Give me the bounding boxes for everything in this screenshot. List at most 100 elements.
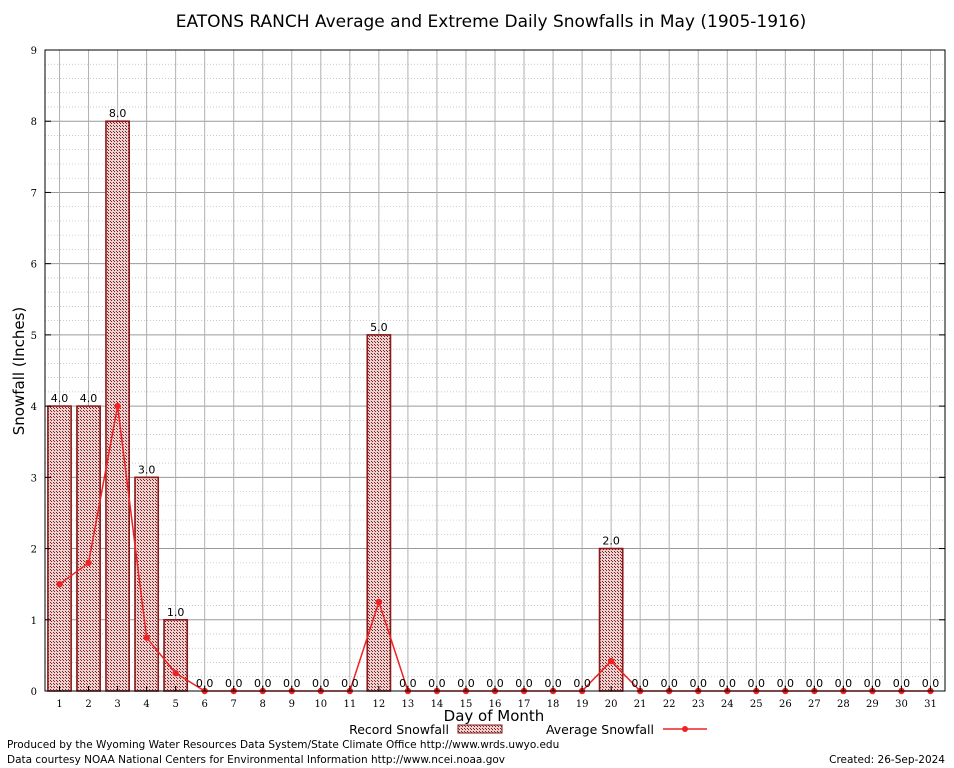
- x-tick-label-8: 8: [260, 699, 266, 710]
- x-tick-label-16: 16: [489, 699, 502, 710]
- bar-label-day-7: 0.0: [225, 677, 243, 690]
- x-tick-label-23: 23: [692, 699, 705, 710]
- bar-label-day-27: 0.0: [806, 677, 824, 690]
- bar-label-day-28: 0.0: [835, 677, 853, 690]
- bar-label-day-2: 4.0: [80, 392, 98, 405]
- average-point-day-4: [143, 634, 150, 641]
- y-tick-label: 5: [31, 331, 37, 342]
- x-tick-label-7: 7: [231, 699, 237, 710]
- x-tick-label-21: 21: [634, 699, 647, 710]
- x-tick-label-22: 22: [663, 699, 676, 710]
- bar-label-day-4: 3.0: [138, 463, 156, 476]
- x-axis-label: Day of Month: [444, 707, 545, 725]
- bar-label-day-22: 0.0: [660, 677, 678, 690]
- footer-credit-line2: Data courtesy NOAA National Centers for …: [7, 754, 505, 766]
- y-tick-label: 7: [31, 188, 37, 199]
- bar-label-day-12: 5.0: [370, 321, 388, 334]
- x-tick-label-3: 3: [114, 699, 120, 710]
- footer-created-date: Created: 26-Sep-2024: [829, 754, 945, 766]
- x-tick-label-30: 30: [895, 699, 908, 710]
- bar-label-day-19: 0.0: [573, 677, 591, 690]
- footer-credit-line1: Produced by the Wyoming Water Resources …: [7, 739, 559, 751]
- legend-record-swatch: [457, 724, 503, 734]
- x-tick-label-31: 31: [924, 699, 937, 710]
- bar-label-day-26: 0.0: [777, 677, 795, 690]
- bar-label-day-29: 0.0: [864, 677, 882, 690]
- record-bar-day-2: [76, 405, 101, 692]
- y-tick-label: 4: [31, 402, 37, 413]
- x-tick-label-4: 4: [143, 699, 149, 710]
- bar-label-day-11: 0.0: [341, 677, 359, 690]
- x-tick-label-24: 24: [721, 699, 734, 710]
- axes: [44, 49, 946, 692]
- bar-label-day-5: 1.0: [167, 606, 185, 619]
- bar-label-day-20: 2.0: [602, 535, 620, 548]
- bar-label-day-15: 0.0: [457, 677, 475, 690]
- x-tick-label-29: 29: [866, 699, 879, 710]
- y-tick-label: 3: [31, 473, 37, 484]
- grid-lines: [45, 50, 945, 691]
- y-tick-label: 8: [31, 117, 37, 128]
- bar-label-day-8: 0.0: [254, 677, 272, 690]
- x-tick-label-1: 1: [56, 699, 62, 710]
- y-tick-label: 1: [31, 616, 37, 627]
- x-tick-label-2: 2: [85, 699, 91, 710]
- record-bar-day-5: [163, 618, 189, 692]
- x-tick-label-19: 19: [576, 699, 589, 710]
- x-tick-label-9: 9: [289, 699, 295, 710]
- bar-label-day-25: 0.0: [748, 677, 766, 690]
- bar-label-day-23: 0.0: [689, 677, 707, 690]
- bar-label-day-30: 0.0: [893, 677, 911, 690]
- x-tick-label-6: 6: [201, 699, 207, 710]
- x-tick-label-11: 11: [343, 699, 356, 710]
- bar-value-labels: 4.0 4.0 8.0 3.0 1.0 0.0 0.0 0.0 0.0 0.0 0.0 5.0 0.0 0…: [51, 107, 939, 690]
- y-tick-label: 9: [31, 46, 37, 57]
- x-tick-label-25: 25: [750, 699, 763, 710]
- bar-label-day-14: 0.0: [428, 677, 446, 690]
- x-tick-label-28: 28: [837, 699, 850, 710]
- y-tick-labels: 0 1 2 3 4 5 6 7 8 9: [31, 46, 37, 698]
- x-tick-label-26: 26: [779, 699, 792, 710]
- bar-label-day-18: 0.0: [544, 677, 562, 690]
- x-tick-label-14: 14: [431, 699, 444, 710]
- x-tick-label-12: 12: [373, 699, 386, 710]
- x-tick-label-10: 10: [314, 699, 327, 710]
- bar-label-day-3: 8.0: [109, 107, 127, 120]
- x-tick-label-13: 13: [402, 699, 415, 710]
- x-tick-label-20: 20: [605, 699, 618, 710]
- bar-label-day-31: 0.0: [922, 677, 940, 690]
- legend-average-label: Average Snowfall: [546, 722, 654, 737]
- bar-label-day-24: 0.0: [719, 677, 737, 690]
- x-tick-label-15: 15: [460, 699, 473, 710]
- bar-label-day-9: 0.0: [283, 677, 301, 690]
- bar-label-day-1: 4.0: [51, 392, 69, 405]
- y-axis-label: Snowfall (Inches): [10, 307, 28, 435]
- average-point-day-5: [172, 669, 179, 677]
- legend-average-marker: [682, 726, 688, 732]
- average-point-day-12: [375, 598, 383, 606]
- y-tick-label: 0: [31, 687, 37, 698]
- bar-label-day-16: 0.0: [486, 677, 504, 690]
- x-tick-labels: 1 2 3 4 5 6 7 8 9 10 11 12 13 14 15 16 17 18 19 20 21 22 23 24 2…: [56, 699, 937, 710]
- average-point-day-20: [607, 657, 615, 665]
- bar-label-day-17: 0.0: [515, 677, 533, 690]
- average-point-day-1: [56, 580, 63, 588]
- bar-label-day-13: 0.0: [399, 677, 417, 690]
- x-tick-label-5: 5: [172, 699, 178, 710]
- legend: Record Snowfall Average Snowfall: [349, 722, 707, 737]
- chart-title: EATONS RANCH Average and Extreme Daily S…: [176, 12, 807, 32]
- x-tick-label-27: 27: [808, 699, 821, 710]
- average-point-day-3: [114, 402, 121, 410]
- x-tick-label-18: 18: [547, 699, 560, 710]
- y-tick-label: 6: [31, 260, 37, 271]
- bar-label-day-21: 0.0: [631, 677, 649, 690]
- bar-label-day-6: 0.0: [196, 677, 214, 690]
- record-bar-day-12: [366, 334, 392, 692]
- legend-record-label: Record Snowfall: [349, 722, 449, 737]
- average-point-day-2: [85, 559, 92, 566]
- record-bar-day-4: [134, 476, 160, 692]
- y-tick-label: 2: [31, 545, 37, 556]
- x-tick-label-17: 17: [518, 699, 531, 710]
- record-bar-day-1: [47, 405, 72, 692]
